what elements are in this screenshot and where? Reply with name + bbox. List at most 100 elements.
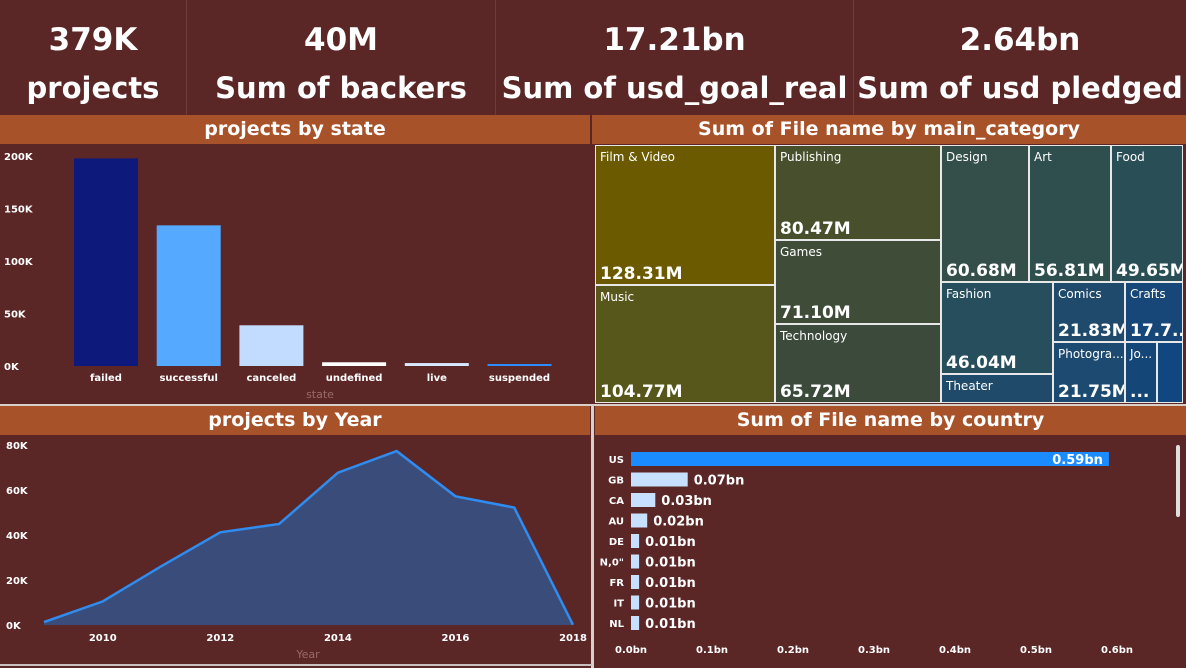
- kpi-card-pledged[interactable]: 2.64bn Sum of usd pledged: [854, 0, 1186, 115]
- x-tick-label: 0.4bn: [939, 645, 971, 656]
- treemap-tile-value: ...: [1130, 382, 1150, 402]
- panel-divider: [0, 664, 592, 666]
- series-line: [43, 449, 575, 626]
- y-tick-label: GB: [608, 476, 624, 487]
- x-tick-label: 2010: [89, 633, 117, 644]
- x-tick-label: canceled: [246, 373, 296, 384]
- bar-FR: [631, 575, 640, 589]
- data-label: 0.07bn: [694, 474, 745, 489]
- treemap-tile-name: Comics: [1058, 287, 1102, 301]
- treemap-tile-name: Games: [780, 245, 822, 259]
- state-bar-chart[interactable]: 0K 50K 100K 150K 200K failed successful cancele…: [0, 144, 590, 404]
- treemap-tile[interactable]: Technology 65.72M: [775, 324, 941, 403]
- treemap-tile-value: 21.75M: [1058, 382, 1125, 402]
- y-tick-label: CA: [609, 496, 624, 507]
- treemap-tile-name: Jo...: [1130, 347, 1153, 361]
- category-treemap[interactable]: Film & Video 128.31M Music 104.77M Publishin…: [595, 145, 1185, 403]
- x-axis-title: Year: [295, 648, 320, 661]
- y-tick-label: 150K: [4, 205, 34, 216]
- treemap-tile[interactable]: Theater: [941, 374, 1053, 403]
- country-bar-chart[interactable]: US 0.59bn GB 0.07bn CA 0.03bn AU 0.02bn DE 0.01bn…: [595, 435, 1175, 663]
- treemap-tile-name: Food: [1116, 150, 1145, 164]
- y-tick-label: 0K: [6, 621, 22, 632]
- year-panel-title: projects by Year: [0, 406, 590, 435]
- kpi-row: 379K projects 40M Sum of backers 17.21bn…: [0, 0, 1186, 115]
- y-tick-label: FR: [609, 578, 624, 589]
- panel-divider: [591, 406, 594, 668]
- bar-suspended: [487, 364, 552, 366]
- bar-N,0": [631, 554, 640, 569]
- treemap-tile-name: Publishing: [780, 150, 842, 164]
- y-tick-label: US: [609, 455, 624, 466]
- kpi-card-goal[interactable]: 17.21bn Sum of usd_goal_real: [496, 0, 854, 115]
- year-area-chart[interactable]: 0K 20K 40K 60K 80K 2010 2012 2014 2016 2018 Year: [0, 435, 590, 663]
- y-tick-label: 100K: [4, 257, 34, 268]
- y-tick-label: NL: [609, 619, 624, 630]
- y-tick-label: N,0": [600, 558, 624, 569]
- y-tick-label: 40K: [6, 531, 29, 542]
- treemap-tile-name: Film & Video: [600, 150, 675, 164]
- data-label: 0.59bn: [1052, 453, 1103, 468]
- y-tick-label: IT: [613, 599, 624, 610]
- bar-successful: [156, 225, 221, 366]
- treemap-tile-value: 71.10M: [780, 303, 851, 323]
- treemap-tile-value: 46.04M: [946, 353, 1017, 373]
- treemap-tile-value: 56.81M: [1034, 261, 1105, 281]
- treemap-tile[interactable]: Photogra... 21.75M: [1053, 342, 1125, 403]
- bar-IT: [631, 595, 640, 610]
- kpi-value: 2.64bn: [959, 22, 1081, 58]
- treemap-tile-value: 128.31M: [600, 264, 683, 284]
- y-tick-label: 60K: [6, 486, 29, 497]
- treemap-tile[interactable]: [1157, 342, 1183, 403]
- x-tick-label: 0.0bn: [615, 645, 647, 656]
- treemap-tile-value: 80.47M: [780, 219, 851, 239]
- y-tick-label: 50K: [4, 310, 27, 321]
- treemap-tile-value: 17.7...: [1130, 321, 1182, 341]
- state-panel-title: projects by state: [0, 115, 590, 144]
- treemap-tile-name: Fashion: [946, 287, 992, 301]
- kpi-value: 17.21bn: [603, 22, 746, 58]
- treemap-tile[interactable]: Publishing 80.47M: [775, 145, 941, 240]
- treemap-tile-name: Crafts: [1130, 287, 1166, 301]
- bar-canceled: [239, 325, 304, 366]
- y-tick-label: AU: [608, 517, 624, 528]
- x-tick-label: live: [427, 373, 447, 384]
- data-label: 0.01bn: [645, 535, 696, 550]
- treemap-tile[interactable]: Jo......: [1125, 342, 1157, 403]
- x-tick-label: undefined: [326, 373, 383, 384]
- y-tick-label: 80K: [6, 441, 29, 452]
- bar-AU: [631, 513, 648, 528]
- bar-undefined: [322, 362, 387, 366]
- bar-failed: [74, 158, 138, 366]
- treemap-tile[interactable]: Fashion 46.04M: [941, 282, 1053, 374]
- kpi-label: Sum of usd pledged: [857, 71, 1183, 105]
- treemap-tile-value: 65.72M: [780, 382, 851, 402]
- treemap-tile[interactable]: Music 104.77M: [595, 285, 775, 403]
- treemap-tile[interactable]: Comics 21.83M: [1053, 282, 1125, 342]
- bar-live: [404, 363, 469, 366]
- treemap-tile[interactable]: Art 56.81M: [1029, 145, 1111, 282]
- x-tick-label: successful: [159, 373, 218, 384]
- treemap-tile[interactable]: Film & Video 128.31M: [595, 145, 775, 285]
- data-label: 0.02bn: [653, 515, 704, 530]
- country-panel-title: Sum of File name by country: [595, 406, 1186, 435]
- treemap-tile[interactable]: Food 49.65M: [1111, 145, 1183, 282]
- category-panel-title: Sum of File name by main_category: [592, 115, 1186, 144]
- treemap-tile[interactable]: Games 71.10M: [775, 240, 941, 324]
- treemap-tile[interactable]: Crafts 17.7...: [1125, 282, 1183, 342]
- area-fill: [44, 451, 573, 625]
- x-tick-label: failed: [90, 373, 122, 384]
- treemap-tile[interactable]: Design 60.68M: [941, 145, 1029, 282]
- country-scrollbar[interactable]: [1176, 445, 1180, 517]
- data-label: 0.03bn: [661, 494, 712, 509]
- data-label: 0.01bn: [645, 597, 696, 612]
- kpi-card-backers[interactable]: 40M Sum of backers: [187, 0, 496, 115]
- treemap-tile-name: Technology: [780, 329, 848, 343]
- data-label: 0.01bn: [645, 576, 696, 591]
- x-tick-label: 0.2bn: [777, 645, 809, 656]
- kpi-card-projects[interactable]: 379K projects: [0, 0, 187, 115]
- treemap-tile-value: 21.83M: [1058, 321, 1125, 341]
- treemap-tile-name: Photogra...: [1058, 347, 1124, 361]
- treemap-tile-name: Design: [946, 150, 988, 164]
- bar-DE: [631, 534, 640, 548]
